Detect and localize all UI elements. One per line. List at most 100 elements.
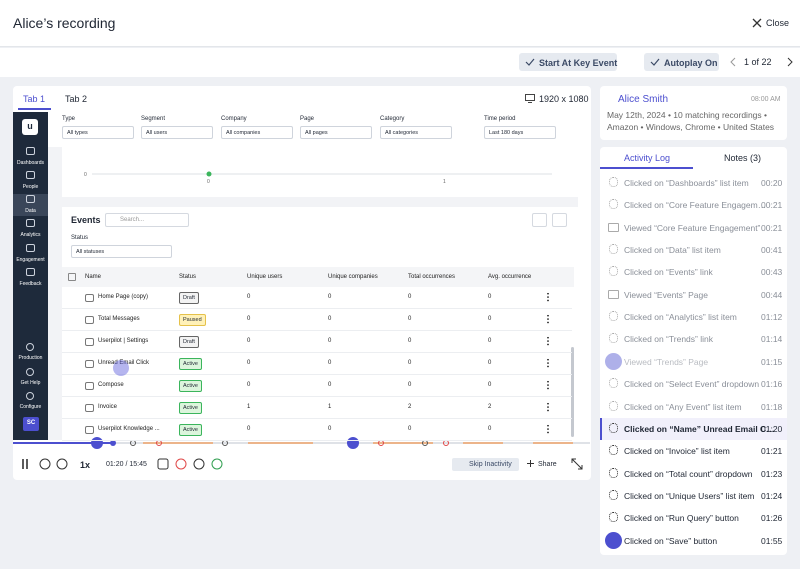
fullscreen-icon[interactable] — [571, 458, 583, 470]
log-text[interactable]: Viewed “Core Feature Engagement” — [624, 223, 760, 233]
event-name[interactable]: Compose — [98, 382, 124, 388]
row-menu[interactable] — [546, 292, 550, 302]
row-line — [62, 308, 572, 309]
log-text[interactable]: Clicked on “Select Event” dropdown — [624, 379, 759, 389]
checkbox[interactable] — [68, 273, 76, 281]
nav-label[interactable]: Configure — [13, 404, 48, 410]
nav-icon[interactable] — [26, 343, 34, 351]
nav-icon[interactable] — [26, 171, 35, 179]
log-time: 00:43 — [761, 267, 782, 277]
search-input[interactable]: Search... — [105, 213, 189, 227]
nav-label[interactable]: Feedback — [13, 281, 48, 287]
cell-value: 0 — [408, 360, 411, 366]
check-icon — [525, 57, 535, 67]
nav-icon[interactable] — [26, 368, 34, 376]
prev-icon[interactable] — [729, 57, 737, 67]
nav-icon[interactable] — [26, 219, 35, 227]
cell-value: 0 — [247, 316, 250, 322]
settings-button[interactable] — [552, 213, 567, 227]
log-text[interactable]: Clicked on “Run Query” button — [624, 513, 739, 523]
log-text[interactable]: Clicked on “Dashboards” list item — [624, 178, 749, 188]
log-tab[interactable]: Notes (3) — [724, 153, 761, 163]
event-name[interactable]: Home Page (copy) — [98, 294, 148, 300]
tab[interactable]: Tab 1 — [23, 94, 45, 104]
filter-select[interactable]: All pages — [300, 126, 372, 139]
nav-icon[interactable] — [26, 268, 35, 276]
event-name[interactable]: Total Messages — [98, 316, 140, 322]
status-select[interactable]: All statuses — [71, 245, 172, 258]
nav-label[interactable]: Production — [13, 355, 48, 361]
log-text[interactable]: Clicked on “Total count” dropdown — [624, 469, 753, 479]
skip-inactivity[interactable]: Skip Inactivity — [452, 458, 519, 471]
log-text[interactable]: Viewed “Events” Page — [624, 290, 708, 300]
cell-value: 0 — [488, 360, 491, 366]
cell-value: 0 — [328, 382, 331, 388]
axis-label: 0 — [84, 172, 87, 178]
playback-controls[interactable] — [20, 457, 80, 471]
log-text[interactable]: Clicked on “Name” Unread Email C… — [624, 424, 775, 434]
row-menu[interactable] — [546, 336, 550, 346]
log-text[interactable]: Clicked on “Data” list item — [624, 245, 721, 255]
click-icon — [609, 468, 618, 478]
nav-label[interactable]: Analytics — [13, 232, 48, 238]
log-time: 01:18 — [761, 402, 782, 412]
nav-icon[interactable] — [26, 244, 35, 252]
log-time: 00:20 — [761, 178, 782, 188]
mini-chart — [62, 147, 578, 197]
cell-value: 0 — [488, 316, 491, 322]
row-line — [62, 440, 572, 441]
log-text[interactable]: Clicked on “Core Feature Engagem… — [624, 200, 766, 210]
row-menu[interactable] — [546, 424, 550, 434]
column-header: Avg. occurrence — [488, 274, 531, 280]
nav-label[interactable]: Engagement — [13, 257, 48, 263]
cell-value: 0 — [488, 382, 491, 388]
event-filters[interactable] — [157, 457, 227, 471]
filter-select[interactable]: Last 180 days — [484, 126, 556, 139]
log-text[interactable]: Clicked on “Invoice” list item — [624, 446, 730, 456]
row-menu[interactable] — [546, 402, 550, 412]
event-icon — [85, 426, 94, 434]
speed[interactable]: 1x — [80, 460, 90, 470]
row-menu[interactable] — [546, 380, 550, 390]
row-menu[interactable] — [546, 314, 550, 324]
click-icon — [609, 333, 618, 343]
nav-label[interactable]: People — [13, 184, 48, 190]
status-badge: Draft — [179, 336, 199, 348]
log-tab[interactable]: Activity Log — [624, 153, 670, 163]
nav-icon[interactable] — [26, 392, 34, 400]
log-time: 00:44 — [761, 290, 782, 300]
status-label: Status — [71, 235, 88, 241]
nav-icon[interactable] — [26, 147, 35, 155]
nav-label[interactable]: Data — [13, 208, 48, 214]
log-text[interactable]: Viewed “Trends” Page — [624, 357, 708, 367]
download-button[interactable] — [532, 213, 547, 227]
log-text[interactable]: Clicked on “Trends” link — [624, 334, 713, 344]
click-icon — [609, 378, 618, 388]
log-text[interactable]: Clicked on “Save” button — [624, 536, 717, 546]
filter-select[interactable]: All companies — [221, 126, 293, 139]
filter-select[interactable]: All categories — [380, 126, 452, 139]
log-text[interactable]: Clicked on “Any Event” list item — [624, 402, 742, 412]
event-name[interactable]: Userpilot | Settings — [98, 338, 148, 344]
close[interactable]: Close — [766, 18, 789, 28]
log-text[interactable]: Clicked on “Unique Users” list item — [624, 491, 754, 501]
user-meta: Amazon • Windows, Chrome • United States — [607, 122, 774, 132]
next-icon[interactable] — [786, 57, 794, 67]
log-text[interactable]: Clicked on “Events” link — [624, 267, 713, 277]
user-name[interactable]: Alice Smith — [618, 94, 668, 105]
event-name[interactable]: Invoice — [98, 404, 117, 410]
nav-label[interactable]: Dashboards — [13, 160, 48, 166]
event-name[interactable]: Userpilot Knowledge ... — [98, 426, 160, 432]
row-menu[interactable] — [546, 358, 550, 368]
tab[interactable]: Tab 2 — [65, 94, 87, 104]
filter-select[interactable]: All types — [62, 126, 134, 139]
cell-value: 0 — [247, 338, 250, 344]
filter-select[interactable]: All users — [141, 126, 213, 139]
share[interactable]: Share — [538, 461, 557, 468]
timeline[interactable] — [13, 436, 591, 450]
nav-icon[interactable] — [26, 195, 35, 203]
column-header: Total occurrences — [408, 274, 455, 280]
nav-label[interactable]: Get Help — [13, 380, 48, 386]
close-icon[interactable] — [752, 18, 762, 28]
log-text[interactable]: Clicked on “Analytics” list item — [624, 312, 737, 322]
